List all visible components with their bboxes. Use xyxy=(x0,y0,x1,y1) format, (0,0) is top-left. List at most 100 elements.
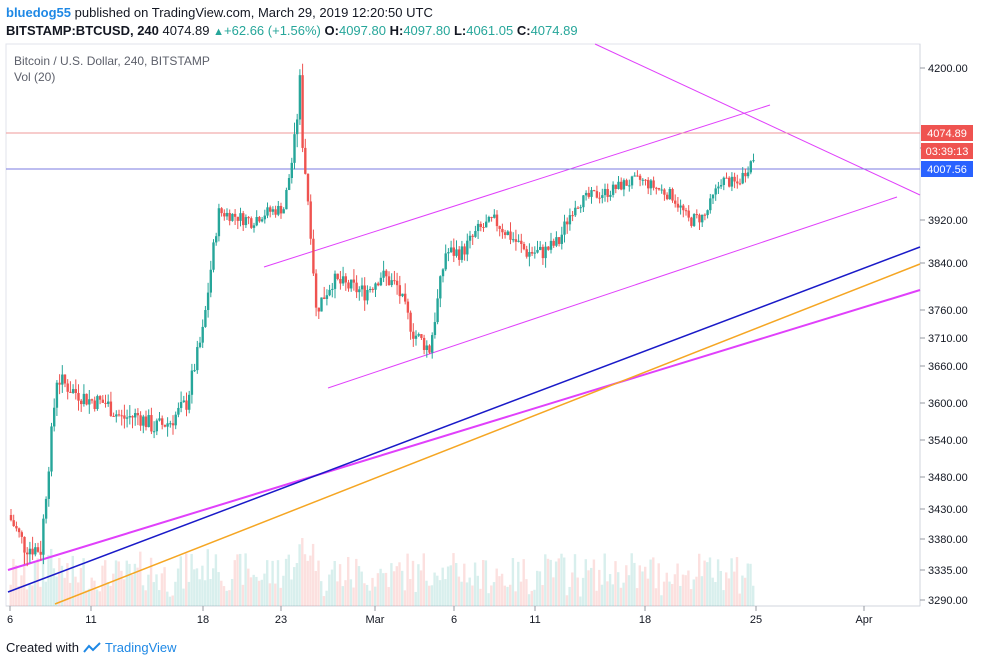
level-tag-text: 4007.56 xyxy=(927,164,967,176)
candle-body xyxy=(36,547,40,552)
candle-body xyxy=(109,401,113,416)
plot-area[interactable] xyxy=(5,43,921,607)
time-tick-label: 6 xyxy=(451,614,457,626)
tradingview-brand[interactable]: TradingView xyxy=(104,640,177,655)
volume-bar xyxy=(428,585,431,606)
time-tick-label: 11 xyxy=(529,614,540,626)
candle-body xyxy=(606,188,609,197)
volume-bar xyxy=(444,579,447,606)
volume-bar xyxy=(573,554,577,606)
channel-upper-line[interactable] xyxy=(263,104,771,268)
candle-body xyxy=(368,288,372,290)
volume-bar xyxy=(371,577,374,606)
candle-body xyxy=(231,213,234,221)
volume-bar xyxy=(468,577,471,606)
volume-bar xyxy=(571,572,574,606)
candle-body xyxy=(525,249,528,257)
volume-bar xyxy=(544,554,547,606)
candle-body xyxy=(26,552,29,555)
descending-resistance-line[interactable] xyxy=(594,43,921,196)
candle-body xyxy=(277,205,280,215)
volume-bar xyxy=(584,559,587,606)
volume-bar xyxy=(206,549,209,606)
candle-body xyxy=(412,331,415,339)
candle-body xyxy=(752,160,755,162)
candle-body xyxy=(379,277,383,286)
candle-body xyxy=(233,213,237,217)
candle-body xyxy=(733,176,736,182)
candle-body xyxy=(220,208,223,214)
candle-body xyxy=(509,231,512,240)
candle-body xyxy=(447,252,450,254)
candle-body xyxy=(131,416,134,418)
candle-body xyxy=(382,270,385,278)
volume-bar xyxy=(741,575,744,606)
volume-bar xyxy=(149,557,153,606)
volume-bar xyxy=(203,580,207,606)
volume-bar xyxy=(549,559,552,606)
candle-body xyxy=(74,389,77,394)
volume-bar xyxy=(446,566,450,606)
volume-bar xyxy=(649,559,652,606)
candle-body xyxy=(242,213,245,226)
volume-bar xyxy=(706,562,709,606)
candle-body xyxy=(671,188,674,201)
volume-bar xyxy=(317,560,320,606)
author-name[interactable]: bluedog55 xyxy=(6,5,72,20)
volume-bar xyxy=(225,590,228,606)
candle-body xyxy=(339,278,342,284)
volume-bar xyxy=(198,579,201,606)
candle-body xyxy=(458,249,461,260)
candle-body xyxy=(549,240,553,250)
candle-body xyxy=(468,235,472,241)
candle-body xyxy=(647,179,650,189)
candle-body xyxy=(644,179,647,181)
candle-body xyxy=(568,215,572,225)
volume-bar xyxy=(25,589,29,606)
candle-body xyxy=(530,252,534,254)
volume-bar xyxy=(479,588,482,606)
price-tick-label: 3760.00 xyxy=(928,305,968,317)
time-tick-label: 11 xyxy=(85,614,96,626)
volume-bar xyxy=(417,564,420,606)
volume-bar xyxy=(244,553,247,606)
volume-bar xyxy=(295,563,299,606)
volume-bar xyxy=(257,580,261,606)
candle-body xyxy=(636,175,639,177)
candles xyxy=(9,63,755,567)
volume-bar xyxy=(695,576,698,606)
candle-body xyxy=(217,208,221,237)
magenta-trendline[interactable] xyxy=(7,289,921,571)
volume-bar xyxy=(106,582,110,606)
candle-body xyxy=(566,221,569,225)
candle-body xyxy=(701,214,704,223)
candle-body xyxy=(179,402,183,408)
volume-bar xyxy=(517,561,520,606)
volume-bar xyxy=(638,565,641,606)
volume-bar xyxy=(136,567,139,606)
candle-body xyxy=(15,526,18,529)
candle-body xyxy=(350,279,353,289)
channel-lower-line[interactable] xyxy=(327,196,898,389)
volume-bar xyxy=(511,558,515,606)
orange-trendline[interactable] xyxy=(54,263,921,605)
volume-bar xyxy=(590,567,593,606)
high-value: 4097.80 xyxy=(403,23,451,38)
price-tick-label: 3920.00 xyxy=(928,215,968,227)
price-tick-label: 3430.00 xyxy=(928,504,968,516)
volume-bar xyxy=(533,589,536,606)
candle-body xyxy=(198,342,202,348)
close-value: 4074.89 xyxy=(530,23,578,38)
candle-body xyxy=(463,246,466,255)
candle-body xyxy=(436,298,439,323)
candle-body xyxy=(58,382,61,385)
volume-bar xyxy=(309,555,312,606)
candle-body xyxy=(23,536,26,553)
volume-bar xyxy=(687,570,690,606)
volume-bar xyxy=(752,585,755,606)
blue-trendline[interactable] xyxy=(7,246,921,593)
volume-bar xyxy=(338,564,342,606)
volume-bar xyxy=(185,553,188,606)
volume-bar xyxy=(714,582,717,606)
